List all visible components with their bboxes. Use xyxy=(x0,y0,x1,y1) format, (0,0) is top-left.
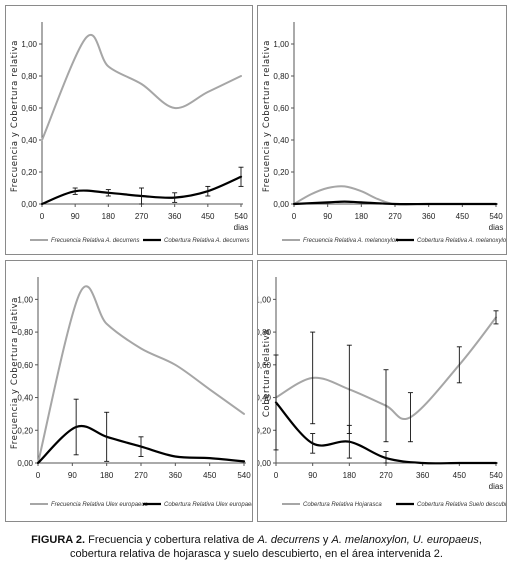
y-axis-label: Frecuencia y Cobertura relativa xyxy=(262,40,272,192)
x-tick-label: 90 xyxy=(71,212,80,221)
x-tick-label: 90 xyxy=(323,212,332,221)
y-axis-label: Frecuencia y Cobertura relativa xyxy=(10,297,20,449)
y-axis-label: Frecuencia y Cobertura relativa xyxy=(10,40,20,192)
y-tick-label: 0,80 xyxy=(17,328,33,337)
caption-species-2: A. melanoxylon, U. europaeus xyxy=(331,534,479,546)
x-tick-label: 450 xyxy=(456,212,470,221)
caption-text-1: Frecuencia y cobertura relativa de xyxy=(85,534,258,546)
y-tick-label: 0,00 xyxy=(21,200,37,209)
chart-hojarasca: 0,00 0,20 0,40 0,60 0,80 1,00 0 90 180 270 360 450 5… xyxy=(258,277,506,508)
y-tick-label: 0,80 xyxy=(21,72,37,81)
x-tick-label: 360 xyxy=(422,212,436,221)
y-tick-label: 0,60 xyxy=(258,361,272,370)
x-tick-label: 450 xyxy=(203,471,217,480)
x-tick-label: 540 xyxy=(489,212,503,221)
x-tick-label: 180 xyxy=(355,212,369,221)
x-tick-label: 90 xyxy=(68,471,77,480)
x-tick-label: 270 xyxy=(135,212,149,221)
y-tick-label: 1,00 xyxy=(21,40,37,49)
y-tick-label: 0,40 xyxy=(17,394,33,403)
legend-label: Cobertura Relativa Suelo descubierto xyxy=(417,502,506,508)
legend-label: Cobertura Relativa A. melanoxylon xyxy=(417,238,506,244)
y-tick-label: 0,00 xyxy=(17,459,33,468)
legend-label: Frecuencia Relativa Ulex europaeus xyxy=(51,502,148,508)
caption-label: FIGURA 2. xyxy=(31,534,86,546)
legend-label: Cobertura Relativa A. decurrens xyxy=(164,238,250,244)
y-tick-label: 0,20 xyxy=(273,168,289,177)
x-tick-label: 0 xyxy=(40,212,45,221)
y-tick-label: 0,40 xyxy=(273,136,289,145)
y-tick-label: 0,40 xyxy=(21,136,37,145)
y-axis-label: Cobertura relativa xyxy=(262,329,272,417)
x-tick-label: 0 xyxy=(292,212,297,221)
chart-panel-ulex: 0,00 0,20 0,40 0,60 0,80 1,00 0 90 180 270 360 450 5… xyxy=(5,260,253,522)
x-tick-label: 450 xyxy=(201,212,215,221)
series-line-0 xyxy=(41,33,242,141)
y-tick-label: 0,20 xyxy=(21,168,37,177)
x-tick-label: 360 xyxy=(416,471,430,480)
x-tick-label: 270 xyxy=(134,471,148,480)
caption-text-3: , cobertura relativa de hojarasca y suel… xyxy=(69,534,482,560)
x-tick-label: 0 xyxy=(274,471,279,480)
y-tick-label: 0,00 xyxy=(273,200,289,209)
y-tick-label: 0,40 xyxy=(258,394,272,403)
x-tick-label: 270 xyxy=(379,471,393,480)
series-line-0 xyxy=(37,285,245,464)
x-unit-label: dias xyxy=(489,482,504,491)
series-line-1 xyxy=(292,200,498,206)
x-tick-label: 540 xyxy=(234,212,248,221)
x-tick-label: 0 xyxy=(36,471,41,480)
y-tick-label: 0,80 xyxy=(258,328,272,337)
x-tick-label: 270 xyxy=(388,212,402,221)
chart-ulex: 0,00 0,20 0,40 0,60 0,80 1,00 0 90 180 270 360 450 5… xyxy=(10,277,252,508)
x-tick-label: 180 xyxy=(100,471,114,480)
y-tick-label: 1,00 xyxy=(258,295,272,304)
y-tick-label: 0,60 xyxy=(273,104,289,113)
y-tick-label: 0,80 xyxy=(273,72,289,81)
y-tick-label: 0,20 xyxy=(17,426,33,435)
y-tick-label: 0,60 xyxy=(21,104,37,113)
chart-decurrens: 0,00 0,20 0,40 0,60 0,80 1,00 0 90 180 270 360 450 5… xyxy=(10,22,250,244)
y-tick-label: 0,20 xyxy=(258,426,272,435)
x-tick-label: 360 xyxy=(168,212,182,221)
x-tick-label: 540 xyxy=(237,471,251,480)
legend-label: Frecuencia Relativa A. decurrens xyxy=(51,238,140,244)
x-tick-label: 180 xyxy=(343,471,357,480)
legend-label: Frecuencia Relativa A. melanoxylon xyxy=(303,238,399,244)
x-tick-label: 90 xyxy=(308,471,317,480)
figure-caption: FIGURA 2. Frecuencia y cobertura relativ… xyxy=(20,534,493,561)
x-tick-label: 180 xyxy=(102,212,116,221)
y-tick-label: 0,00 xyxy=(258,459,272,468)
legend-label: Cobertura Relativa Hojarasca xyxy=(303,502,382,508)
y-tick-label: 1,00 xyxy=(273,40,289,49)
y-tick-label: 1,00 xyxy=(17,295,33,304)
legend-label: Cobertura Relativa Ulex europaeus xyxy=(164,502,252,508)
chart-panel-decurrens: 0,00 0,20 0,40 0,60 0,80 1,00 0 90 180 270 360 450 5… xyxy=(5,5,253,255)
x-tick-label: 450 xyxy=(453,471,467,480)
y-tick-label: 0,60 xyxy=(17,361,33,370)
x-tick-label: 540 xyxy=(489,471,503,480)
chart-panel-melanoxylon: 0,00 0,20 0,40 0,60 0,80 1,00 0 90 180 270 360 450 5… xyxy=(257,5,507,255)
chart-panel-hojarasca: 0,00 0,20 0,40 0,60 0,80 1,00 0 90 180 270 360 450 5… xyxy=(257,260,507,522)
caption-species-1: A. decurrens xyxy=(257,534,320,546)
x-unit-label: dias xyxy=(234,223,249,232)
chart-melanoxylon: 0,00 0,20 0,40 0,60 0,80 1,00 0 90 180 270 360 450 5… xyxy=(262,22,506,244)
x-unit-label: dias xyxy=(489,223,504,232)
x-tick-label: 360 xyxy=(169,471,183,480)
caption-text-2: y xyxy=(319,534,332,546)
